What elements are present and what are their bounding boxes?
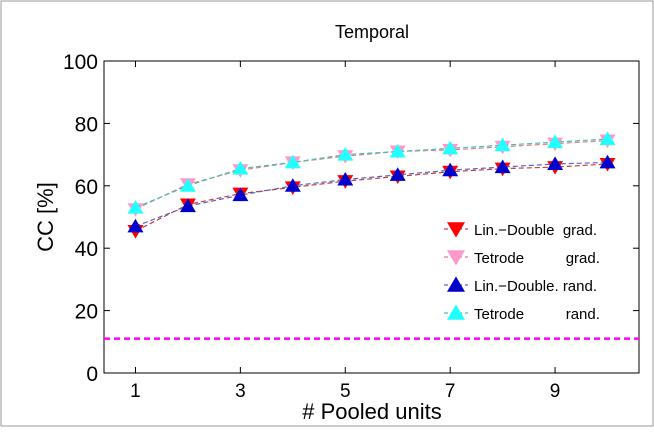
x-tick-label: 7 xyxy=(445,381,456,402)
series-line-4 xyxy=(135,138,608,209)
y-tick-label: 60 xyxy=(75,176,98,199)
axes-box xyxy=(103,60,640,374)
data-point-series-4 xyxy=(389,143,406,158)
legend-marker xyxy=(447,250,465,266)
data-point-series-3 xyxy=(284,178,301,192)
data-point-series-4 xyxy=(442,140,459,155)
legend-marker xyxy=(447,276,465,292)
y-tick-label: 100 xyxy=(63,51,98,74)
legend-label: Tetrode grad. xyxy=(474,250,600,267)
y-tick-label: 80 xyxy=(75,113,98,136)
data-point-series-4 xyxy=(547,134,564,149)
x-axis-label: # Pooled units xyxy=(302,399,441,424)
data-point-series-4 xyxy=(127,200,144,214)
plot-area: 0 20 40 60 80 100 1 3 5 7 9 xyxy=(63,51,640,402)
data-point-series-3 xyxy=(232,187,249,202)
x-tick-label: 5 xyxy=(340,381,351,402)
data-point-series-4 xyxy=(232,161,249,175)
x-tick-label: 1 xyxy=(130,381,141,402)
series-line-2 xyxy=(135,139,608,210)
data-point-series-4 xyxy=(599,131,616,145)
data-point-series-3 xyxy=(179,198,196,213)
y-tick-label: 0 xyxy=(86,363,98,386)
y-tick-label: 40 xyxy=(75,238,98,261)
y-axis-label: CC [%] xyxy=(33,182,58,252)
data-point-series-4 xyxy=(179,178,196,192)
x-tick-label: 3 xyxy=(235,381,246,402)
data-point-series-3 xyxy=(337,171,354,186)
legend: Lin.−Double grad. Tetrode grad. Lin.−Doubl… xyxy=(444,222,600,323)
data-point-series-4 xyxy=(337,147,354,161)
series-line-1 xyxy=(135,163,608,232)
legend-marker xyxy=(447,304,465,320)
legend-label: Tetrode rand. xyxy=(474,306,600,323)
y-tick-label: 20 xyxy=(75,301,98,324)
chart-title: Temporal xyxy=(335,22,409,42)
data-point-series-3 xyxy=(127,218,144,233)
x-tick-label: 9 xyxy=(550,381,561,402)
data-point-series-3 xyxy=(442,162,459,177)
legend-marker xyxy=(447,222,465,238)
series-line-3 xyxy=(135,161,608,227)
data-point-series-3 xyxy=(389,167,406,181)
legend-label: Lin.−Double. rand. xyxy=(474,278,597,295)
data-point-series-4 xyxy=(284,154,301,169)
data-point-series-3 xyxy=(494,159,511,174)
data-point-series-3 xyxy=(599,154,616,169)
data-point-series-3 xyxy=(547,156,564,170)
data-point-series-4 xyxy=(494,137,511,152)
legend-label: Lin.−Double grad. xyxy=(474,222,597,239)
